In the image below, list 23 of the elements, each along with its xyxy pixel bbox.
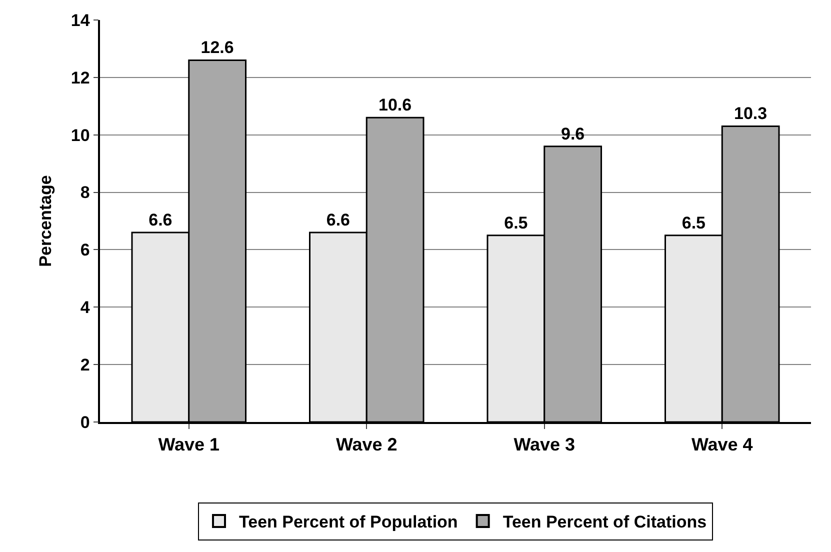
- y-tick-label: 0: [80, 412, 90, 432]
- legend-label: Teen Percent of Population: [239, 512, 458, 532]
- y-tick-label: 10: [70, 126, 90, 145]
- x-tick-label: Wave 2: [336, 434, 398, 454]
- data-label: 10.3: [734, 104, 768, 124]
- y-axis-title: Percentage: [36, 175, 55, 267]
- data-label: 6.5: [682, 213, 706, 232]
- x-tick-label: Wave 3: [514, 434, 576, 454]
- data-label: 6.6: [326, 210, 350, 230]
- legend-label: Teen Percent of Citations: [502, 512, 707, 532]
- y-tick-label: 4: [80, 298, 90, 318]
- x-tick-label: Wave 4: [691, 434, 753, 454]
- y-tick-label: 2: [80, 356, 90, 375]
- y-tick-label: 12: [70, 68, 90, 88]
- data-label: 6.5: [504, 213, 528, 232]
- y-tick-label: 8: [80, 183, 90, 202]
- data-label: 10.6: [378, 96, 412, 115]
- y-tick-label: 6: [80, 240, 90, 260]
- x-tick-label: Wave 1: [158, 434, 220, 454]
- data-label: 9.6: [561, 124, 585, 144]
- data-label: 6.6: [148, 210, 172, 230]
- y-tick-label: 14: [70, 10, 90, 30]
- data-label: 12.6: [200, 38, 234, 58]
